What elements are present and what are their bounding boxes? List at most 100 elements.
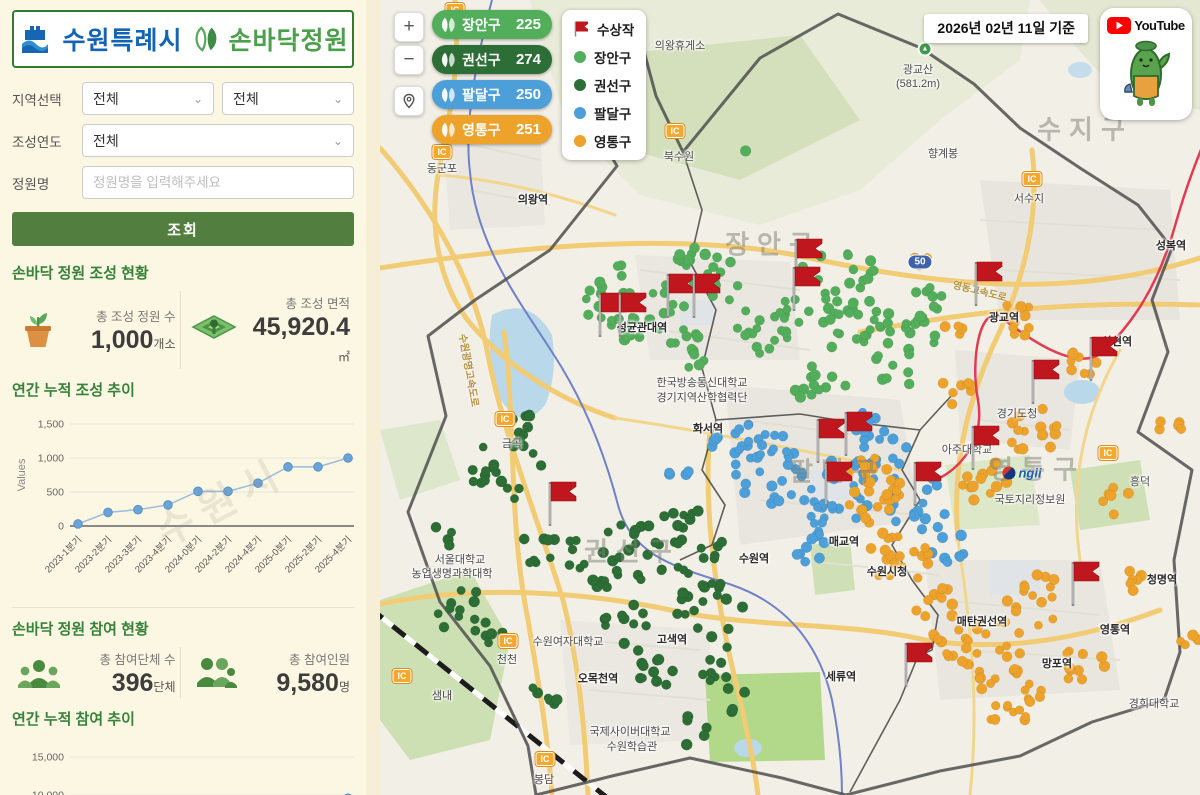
garden-dot-gwonseon[interactable] [697,580,708,591]
garden-dot-yeongtong[interactable] [1008,322,1018,333]
garden-dot-paldal[interactable] [734,424,745,435]
garden-dot-gwonseon[interactable] [480,617,491,628]
garden-dot-jangan[interactable] [903,348,915,360]
garden-dot-gwonseon[interactable] [628,528,640,540]
garden-dot-yeongtong[interactable] [991,700,1001,711]
garden-dot-gwonseon[interactable] [637,608,649,619]
award-flag-marker[interactable] [548,481,577,526]
garden-dot-jangan[interactable] [864,295,876,307]
garden-dot-paldal[interactable] [890,516,901,527]
garden-dot-yeongtong[interactable] [879,544,891,556]
garden-dot-gwonseon[interactable] [672,519,684,532]
garden-dot-paldal[interactable] [936,531,949,544]
garden-dot-jangan[interactable] [689,349,700,360]
garden-dot-jangan[interactable] [914,310,926,323]
garden-dot-gwonseon[interactable] [707,579,717,589]
garden-dot-yeongtong[interactable] [960,642,972,654]
garden-dot-yeongtong[interactable] [891,485,902,496]
award-flag-marker[interactable] [816,418,845,463]
garden-dot-gwonseon[interactable] [571,535,581,546]
youtube-card[interactable]: YouTube [1100,8,1192,120]
garden-dot-jangan[interactable] [732,280,743,291]
garden-dot-yeongtong[interactable] [864,476,876,488]
garden-dot-jangan[interactable] [925,282,935,293]
garden-dot-yeongtong[interactable] [1036,596,1048,608]
garden-dot-jangan[interactable] [903,367,914,378]
garden-dot-yeongtong[interactable] [937,377,949,389]
garden-dot-yeongtong[interactable] [976,683,988,695]
garden-dot-gwonseon[interactable] [567,544,578,555]
garden-dot-gwonseon[interactable] [468,476,479,487]
garden-dot-yeongtong[interactable] [1122,487,1134,499]
garden-dot-yeongtong[interactable] [889,557,900,568]
district-badge-장안구[interactable]: 장안구 225 [432,10,552,39]
garden-dot-gwonseon[interactable] [667,665,679,677]
garden-dot-paldal[interactable] [734,445,744,455]
garden-dot-jangan[interactable] [928,301,940,312]
garden-dot-jangan[interactable] [847,297,859,309]
garden-dot-jangan[interactable] [814,384,824,395]
garden-dot-paldal[interactable] [813,552,825,564]
garden-dot-gwonseon[interactable] [480,466,491,476]
garden-dot-gwonseon[interactable] [611,565,623,577]
garden-dot-yeongtong[interactable] [1014,705,1025,715]
garden-dot-yeongtong[interactable] [844,499,855,510]
garden-dot-gwonseon[interactable] [673,538,684,549]
garden-dot-gwonseon[interactable] [508,440,520,452]
award-flag-marker[interactable] [971,425,1000,470]
garden-dot-gwonseon[interactable] [618,637,630,650]
garden-dot-yeongtong[interactable] [1063,673,1074,684]
garden-dot-paldal[interactable] [874,434,885,445]
garden-dot-jangan[interactable] [644,314,655,325]
garden-dot-jangan[interactable] [851,333,862,344]
garden-dot-yeongtong[interactable] [1019,582,1030,593]
garden-dot-jangan[interactable] [724,295,735,305]
garden-dot-yeongtong[interactable] [937,582,948,594]
garden-dot-yeongtong[interactable] [865,542,877,554]
garden-dot-yeongtong[interactable] [989,457,1001,469]
garden-dot-yeongtong[interactable] [1002,641,1012,651]
garden-dot-paldal[interactable] [809,518,819,528]
garden-dot-jangan[interactable] [882,317,894,329]
garden-dot-gwonseon[interactable] [642,549,653,561]
garden-dot-jangan[interactable] [584,285,595,296]
award-flag-marker[interactable] [1089,336,1118,381]
garden-dot-gwonseon[interactable] [682,710,694,723]
garden-dot-gwonseon[interactable] [509,494,520,504]
garden-dot-gwonseon[interactable] [659,510,670,522]
garden-dot-gwonseon[interactable] [689,605,700,616]
garden-dot-gwonseon[interactable] [622,544,635,556]
garden-dot-yeongtong[interactable] [975,673,985,683]
garden-dot-yeongtong[interactable] [1006,417,1019,429]
garden-dot-yeongtong[interactable] [911,605,922,616]
search-button[interactable]: 조회 [12,212,354,246]
garden-dot-yeongtong[interactable] [1017,443,1029,455]
garden-dot-yeongtong[interactable] [946,609,958,622]
garden-dot-gwonseon[interactable] [443,540,455,551]
garden-dot-yeongtong[interactable] [923,594,934,606]
garden-dot-paldal[interactable] [918,498,928,508]
garden-dot-paldal[interactable] [954,551,966,563]
garden-dots-layer[interactable] [380,0,1200,795]
award-flag-marker[interactable] [824,461,853,506]
garden-dot-gwonseon[interactable] [535,460,547,471]
garden-dot-jangan[interactable] [862,273,874,285]
garden-dot-jangan[interactable] [830,285,841,297]
garden-dot-jangan[interactable] [842,250,854,261]
garden-dot-yeongtong[interactable] [1015,301,1027,313]
garden-dot-gwonseon[interactable] [739,686,751,698]
garden-dot-gwonseon[interactable] [680,738,693,751]
garden-dot-yeongtong[interactable] [881,489,893,501]
garden-dot-gwonseon[interactable] [446,527,457,537]
garden-dot-gwonseon[interactable] [736,601,749,613]
garden-dot-yeongtong[interactable] [1037,403,1048,415]
garden-dot-jangan[interactable] [769,335,780,345]
garden-name-input[interactable] [93,175,343,190]
garden-dot-gwonseon[interactable] [579,559,589,569]
garden-dot-yeongtong[interactable] [1000,476,1013,489]
garden-dot-jangan[interactable] [868,265,879,277]
garden-dot-yeongtong[interactable] [920,542,930,553]
garden-dot-paldal[interactable] [781,447,791,457]
garden-dot-gwonseon[interactable] [650,675,663,687]
garden-dot-jangan[interactable] [820,294,831,304]
